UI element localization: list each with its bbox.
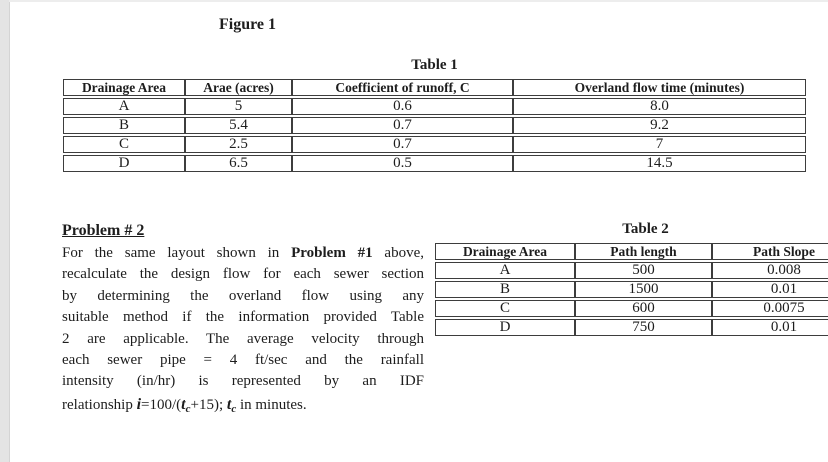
table-cell: 2.5 <box>185 136 292 153</box>
table-cell: 0.01 <box>712 319 828 336</box>
table-cell: A <box>435 262 575 279</box>
table-row: A 500 0.008 <box>435 262 828 279</box>
math-var-t: t <box>226 395 232 413</box>
column-header: Overland flow time (minutes) <box>513 79 806 96</box>
math-subscript-c: c <box>231 402 237 415</box>
table2: Drainage Area Path length Path Slope A 5… <box>435 241 828 338</box>
table-cell: C <box>63 136 185 153</box>
table-row: D 750 0.01 <box>435 319 828 336</box>
table-cell: 0.0075 <box>712 300 828 317</box>
table-cell: 14.5 <box>513 155 806 172</box>
text-segment: relationship <box>62 396 137 413</box>
left-margin-shade <box>0 0 10 462</box>
top-margin-shade <box>9 0 828 2</box>
paragraph-line: suitable method if the information provi… <box>62 309 424 326</box>
table-cell: 5 <box>185 98 292 115</box>
table-cell: 0.008 <box>712 262 828 279</box>
table1-section: Table 1 Drainage Area Arae (acres) Coeff… <box>63 56 806 174</box>
column-header: Arae (acres) <box>185 79 292 96</box>
table-cell: 7 <box>513 136 806 153</box>
text-segment: +15); <box>190 396 227 413</box>
table-cell: 0.01 <box>712 281 828 298</box>
column-header: Drainage Area <box>435 243 575 260</box>
table-cell: 5.4 <box>185 117 292 134</box>
table-cell: D <box>435 319 575 336</box>
paragraph-line: recalculate the design flow for each sew… <box>62 266 424 283</box>
table-row: A 5 0.6 8.0 <box>63 98 806 115</box>
table2-section: Table 2 Drainage Area Path length Path S… <box>435 220 828 338</box>
table1-title: Table 1 <box>411 57 458 73</box>
table-cell: 0.5 <box>292 155 513 172</box>
table-row: C 600 0.0075 <box>435 300 828 317</box>
text-segment: in minutes. <box>236 396 307 413</box>
table-cell: B <box>435 281 575 298</box>
table-cell: 0.7 <box>292 117 513 134</box>
text-segment: above, <box>372 245 424 261</box>
table-cell: A <box>63 98 185 115</box>
table-cell: 1500 <box>575 281 712 298</box>
paragraph-line: by determining the overland flow using a… <box>62 287 424 304</box>
table-cell: 6.5 <box>185 155 292 172</box>
math-subscript-c: c <box>185 402 191 415</box>
math-var-t: t <box>181 395 186 413</box>
table1: Drainage Area Arae (acres) Coefficient o… <box>63 77 806 174</box>
table-cell: 750 <box>575 319 712 336</box>
table-cell: 500 <box>575 262 712 279</box>
table-cell: C <box>435 300 575 317</box>
table-row: B 5.4 0.7 9.2 <box>63 117 806 134</box>
text-segment: For the same layout shown in <box>62 245 292 261</box>
text-segment-bold: Problem #1 <box>291 245 373 261</box>
text-segment: =100/( <box>141 396 182 413</box>
column-header: Coefficient of runoff, C <box>292 79 513 96</box>
paragraph-line: intensity (in/hr) is represented by an I… <box>62 373 424 390</box>
column-header: Path length <box>575 243 712 260</box>
table-cell: 9.2 <box>513 117 806 134</box>
table-cell: 0.7 <box>292 136 513 153</box>
table-cell: D <box>63 155 185 172</box>
problem2-section: Problem # 2 For the same layout shown in… <box>62 219 424 421</box>
paragraph-line: each sewer pipe = 4 ft/sec and the rainf… <box>62 352 424 369</box>
paragraph-line: 2 are applicable. The average velocity t… <box>62 330 424 347</box>
column-header: Drainage Area <box>63 79 185 96</box>
math-var-i: i <box>136 395 142 413</box>
column-header: Path Slope <box>712 243 828 260</box>
table-cell: 600 <box>575 300 712 317</box>
figure-caption: Figure 1 <box>219 16 277 33</box>
equation-line: relationship i=100/(tc+15); tc in minute… <box>62 393 424 421</box>
table-cell: B <box>63 117 185 134</box>
table1-header-row: Drainage Area Arae (acres) Coefficient o… <box>63 79 806 96</box>
table-row: C 2.5 0.7 7 <box>63 136 806 153</box>
problem2-heading: Problem # 2 <box>62 222 145 239</box>
table2-title: Table 2 <box>622 221 669 237</box>
paragraph-line: For the same layout shown in Problem #1 … <box>62 243 424 264</box>
table-cell: 8.0 <box>513 98 806 115</box>
table-row: B 1500 0.01 <box>435 281 828 298</box>
table2-header-row: Drainage Area Path length Path Slope <box>435 243 828 260</box>
table-row: D 6.5 0.5 14.5 <box>63 155 806 172</box>
table-cell: 0.6 <box>292 98 513 115</box>
